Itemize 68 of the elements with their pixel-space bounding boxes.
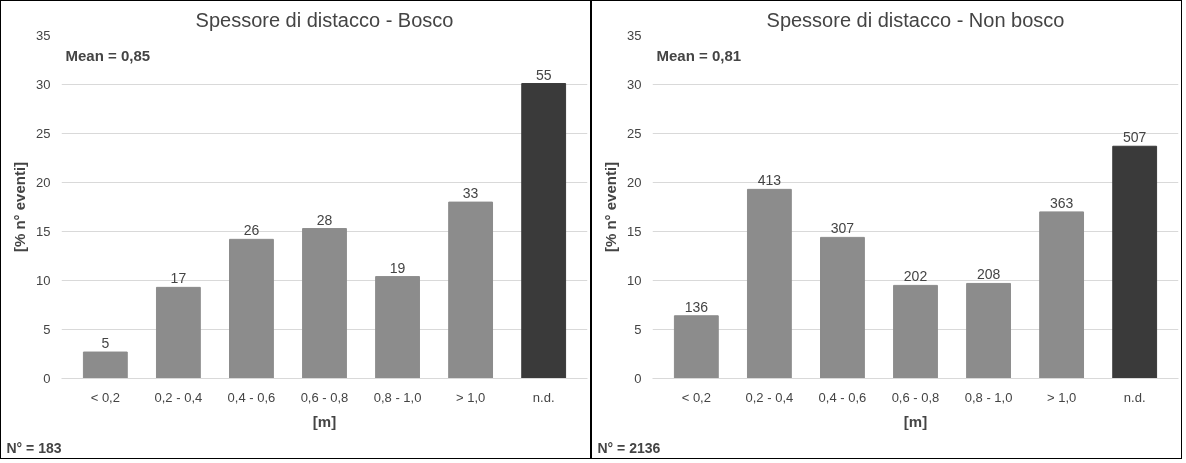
- x-tick-label: n.d.: [1123, 389, 1146, 405]
- y-tick-label: 20: [36, 175, 51, 190]
- annotation: 202: [903, 268, 928, 285]
- x-tick-label: 0,8 - 1,0: [373, 389, 422, 405]
- y-tick-label: 30: [36, 77, 51, 92]
- y-tick-label: 25: [627, 126, 642, 141]
- y-axis-title: [% n° eventi]: [11, 161, 29, 253]
- x-tick-label: 0,6 - 0,8: [300, 389, 349, 405]
- x-tick-label: > 1,0: [455, 389, 486, 405]
- text: N° = 183: [6, 439, 62, 456]
- y-tick-label: 25: [36, 126, 51, 141]
- annotation: 363: [1049, 194, 1074, 211]
- y-tick-label: 10: [36, 273, 51, 288]
- y-tick-label: 5: [43, 322, 51, 337]
- y-tick-label: 30: [627, 77, 642, 92]
- bar: [893, 284, 938, 379]
- x-tick-label: 0,6 - 0,8: [891, 389, 940, 405]
- x-tick-label: 0,4 - 0,6: [227, 389, 276, 405]
- annotation: Mean = 0,81: [656, 46, 742, 64]
- bar: [521, 83, 567, 379]
- annotation: 28: [316, 211, 333, 228]
- x-axis-title: [m]: [312, 412, 337, 430]
- annotation: 55: [535, 66, 552, 83]
- y-tick-label: 15: [36, 224, 51, 239]
- annotation: 413: [757, 172, 782, 189]
- bar: [302, 228, 347, 379]
- y-tick-label: 15: [627, 224, 642, 239]
- y-tick-label: 0: [43, 371, 51, 386]
- x-tick-label: n.d.: [532, 389, 555, 405]
- annotation: 19: [389, 259, 406, 276]
- x-tick-label: > 1,0: [1046, 389, 1077, 405]
- bar: [746, 188, 792, 379]
- annotation: 307: [830, 220, 855, 237]
- bar: [448, 201, 494, 379]
- annotation: 17: [170, 270, 187, 287]
- x-tick-label: 0,2 - 0,4: [745, 389, 794, 405]
- y-tick-label: 0: [634, 371, 642, 386]
- y-tick-label: 35: [36, 28, 51, 43]
- bar: [229, 238, 274, 379]
- y-tick-label: 10: [627, 273, 642, 288]
- bar: [673, 315, 719, 379]
- x-tick-label: < 0,2: [90, 389, 120, 405]
- bar: [1039, 211, 1085, 379]
- y-axis-title: [% n° eventi]: [602, 161, 620, 253]
- bar: [155, 286, 201, 379]
- y-tick-label: 20: [627, 175, 642, 190]
- annotation: 26: [243, 222, 260, 239]
- x-axis-title: [m]: [903, 412, 928, 430]
- bar: [966, 282, 1011, 379]
- x-tick-label: 0,2 - 0,4: [154, 389, 203, 405]
- chart-title: Spessore di distacco - Non bosco: [766, 8, 1065, 31]
- chart-title: Spessore di distacco - Bosco: [195, 8, 454, 31]
- x-tick-label: < 0,2: [681, 389, 711, 405]
- y-tick-label: 35: [627, 28, 642, 43]
- annotation: 5: [101, 335, 110, 352]
- bar: [820, 236, 865, 379]
- text: N° = 2136: [597, 439, 661, 456]
- annotation: Mean = 0,85: [65, 46, 151, 64]
- x-tick-label: 0,4 - 0,6: [818, 389, 867, 405]
- bar: [82, 351, 128, 379]
- bar: [375, 276, 420, 379]
- x-tick-label: 0,8 - 1,0: [964, 389, 1013, 405]
- annotation: 136: [684, 298, 709, 315]
- bar: [1112, 145, 1158, 379]
- annotation: 208: [976, 266, 1001, 283]
- y-tick-label: 5: [634, 322, 642, 337]
- annotation: 33: [462, 185, 479, 202]
- annotation: 507: [1122, 129, 1147, 146]
